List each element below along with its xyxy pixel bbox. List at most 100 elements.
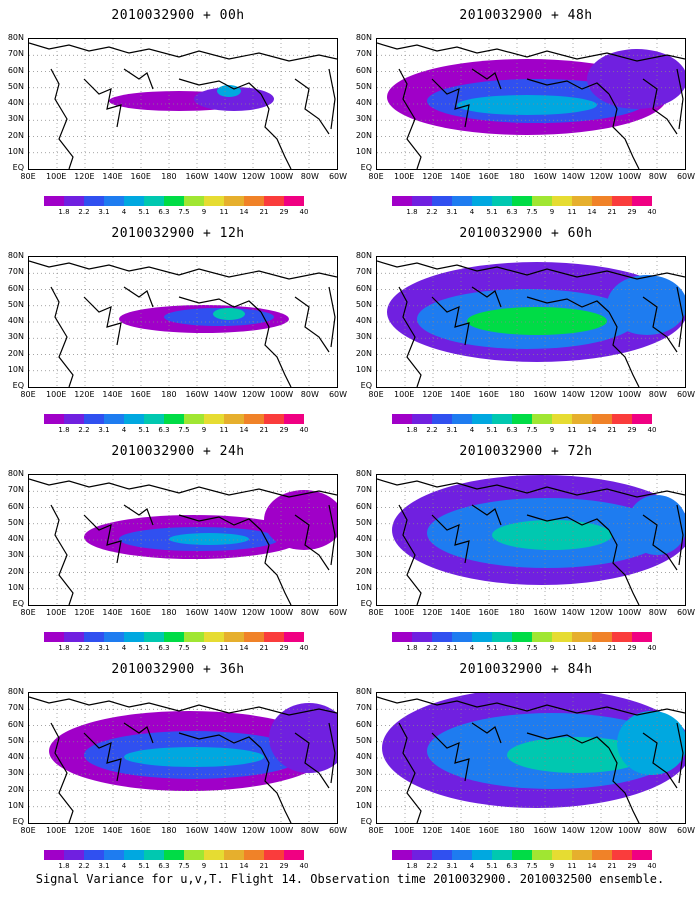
- colorbar-level-label: 2.2: [78, 862, 90, 870]
- colorbar-swatch: [572, 196, 592, 206]
- longitude-tick-label: 80E: [368, 826, 384, 835]
- colorbar: [44, 632, 304, 642]
- colorbar-level-label: 11: [567, 208, 577, 216]
- colorbar-swatch: [64, 850, 84, 860]
- coastline: [676, 286, 684, 348]
- latitude-tick-label: 60N: [7, 283, 24, 293]
- latitude-tick-label: 20N: [355, 566, 372, 576]
- coastline: [676, 504, 684, 566]
- latitude-tick-label: EQ: [360, 381, 372, 390]
- colorbar-level-label: 7.5: [178, 426, 190, 434]
- latitude-tick-label: 50N: [355, 299, 372, 309]
- coastline: [398, 286, 422, 387]
- longitude-tick-label: 80W: [648, 172, 667, 181]
- coastline: [377, 260, 685, 280]
- longitude-tick-label: 160W: [533, 826, 557, 835]
- coastline: [260, 93, 292, 169]
- colorbar-level-label: 3.1: [98, 208, 110, 216]
- colorbar-swatch: [84, 850, 104, 860]
- colorbar-level-label: 4: [121, 208, 127, 216]
- variance-contour-fill: [264, 490, 337, 550]
- colorbar-level-label: 14: [587, 208, 597, 216]
- colorbar-level-label: 5.1: [138, 644, 150, 652]
- colorbar-swatch: [84, 414, 104, 424]
- latitude-tick-label: 80N: [355, 687, 372, 696]
- colorbar-swatch: [64, 196, 84, 206]
- latitude-tick-label: EQ: [360, 817, 372, 826]
- colorbar-swatch: [184, 414, 204, 424]
- colorbar-swatch: [512, 196, 532, 206]
- latitude-tick-label: 40N: [355, 98, 372, 107]
- colorbar-swatch: [44, 414, 64, 424]
- longitude-tick-label: 80E: [368, 390, 384, 399]
- longitude-tick-label: 100E: [394, 172, 415, 181]
- colorbar-level-label: 11: [219, 208, 229, 216]
- latitude-tick-label: 70N: [355, 49, 372, 59]
- latitude-tick-label: 40N: [7, 98, 24, 107]
- colorbar-swatch: [104, 850, 124, 860]
- longitude-tick-label: 100E: [394, 390, 415, 399]
- colorbar-level-label: 9: [549, 644, 555, 652]
- panel-84h: 2010032900 + 84h 80N 70N 60N 50N 40N 30N 20N 10…: [356, 654, 696, 870]
- map-36h: [28, 692, 338, 824]
- colorbar-labels: 1.8 2.2 3.1 4 5.1 6.3 7.5 9 11 14 21 29 40: [44, 426, 308, 434]
- variance-contour-fill: [194, 87, 274, 111]
- colorbar-level-label: 40: [299, 644, 309, 652]
- colorbar-level-label: 2.2: [426, 426, 438, 434]
- longitude-tick-label: 120W: [241, 608, 266, 617]
- latitude-tick-label: 60N: [355, 283, 372, 293]
- latitude-tick-label: 80N: [7, 251, 24, 260]
- colorbar-swatch: [432, 850, 452, 860]
- colorbar-swatch: [392, 196, 412, 206]
- colorbar-swatch: [412, 414, 432, 424]
- panel-36h: 2010032900 + 36h 80N 70N 60N 50N 40N 30N 20N 10…: [8, 654, 348, 870]
- panel-title: 2010032900 + 60h: [459, 226, 593, 241]
- coastline: [29, 42, 337, 62]
- coastline: [294, 514, 330, 571]
- colorbar-swatch: [632, 196, 652, 206]
- latitude-tick-label: 50N: [7, 735, 24, 745]
- contour-plot: [29, 257, 337, 387]
- longitude-tick-label: 180: [161, 826, 177, 835]
- longitude-tick-label: 100W: [618, 608, 642, 617]
- latitude-tick-label: EQ: [360, 599, 372, 608]
- colorbar-swatch: [472, 850, 492, 860]
- colorbar-level-label: 4: [121, 644, 127, 652]
- latitude-tick-label: 60N: [355, 65, 372, 75]
- coastline: [50, 286, 74, 387]
- variance-contour-fill: [617, 711, 685, 775]
- coastline: [83, 514, 122, 564]
- colorbar-swatch: [204, 850, 224, 860]
- latitude-tick-label: 30N: [7, 114, 24, 124]
- latitude-tick-label: 40N: [7, 534, 24, 543]
- colorbar-level-label: 9: [201, 644, 207, 652]
- longitude-tick-label: 180: [161, 390, 177, 399]
- longitude-tick-label: 140E: [102, 608, 123, 617]
- colorbar-swatch: [432, 632, 452, 642]
- latitude-tick-label: 10N: [7, 800, 24, 810]
- latitude-tick-label: 10N: [7, 582, 24, 592]
- latitude-tick-label: 10N: [7, 364, 24, 374]
- colorbar-level-label: 5.1: [486, 644, 498, 652]
- colorbar-swatch: [532, 850, 552, 860]
- latitude-tick-label: 10N: [7, 146, 24, 156]
- longitude-tick-label: 140W: [561, 608, 585, 617]
- colorbar-level-label: 40: [647, 862, 657, 870]
- longitude-tick-label: 160E: [130, 608, 151, 617]
- colorbar-level-label: 4: [469, 208, 475, 216]
- colorbar-level-label: 29: [279, 862, 289, 870]
- colorbar-level-label: 14: [587, 426, 597, 434]
- colorbar: [392, 632, 652, 642]
- colorbar-level-label: 9: [201, 862, 207, 870]
- longitude-tick-label: 60W: [676, 390, 696, 399]
- longitude-tick-label: 120W: [241, 172, 266, 181]
- colorbar-swatch: [572, 632, 592, 642]
- colorbar-level-label: 6.3: [506, 862, 518, 870]
- colorbar-swatch: [244, 414, 264, 424]
- colorbar: [392, 850, 652, 860]
- longitude-tick-label: 60W: [676, 826, 696, 835]
- longitude-tick-label: 140W: [213, 608, 237, 617]
- colorbar-level-label: 21: [607, 426, 617, 434]
- coastline: [328, 68, 336, 130]
- colorbar-swatch: [412, 850, 432, 860]
